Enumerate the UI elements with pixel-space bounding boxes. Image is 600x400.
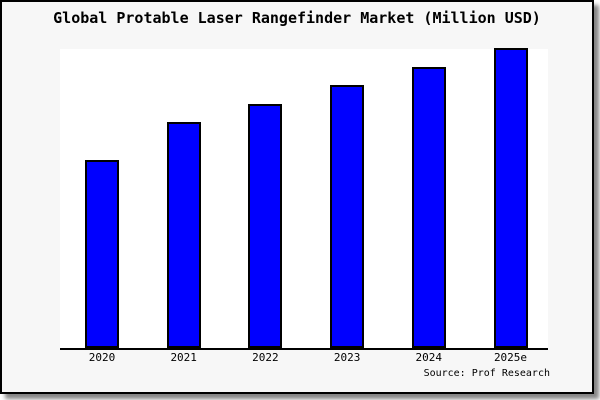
bar-2024 xyxy=(411,66,446,348)
bar-2023 xyxy=(330,85,365,348)
chart-title: Global Protable Laser Rangefinder Market… xyxy=(53,9,541,27)
source-note: Source: Prof Research xyxy=(423,368,550,379)
x-tick-label-2023: 2023 xyxy=(333,351,361,364)
x-tick-label-2025e: 2025e xyxy=(493,351,528,364)
plot-area: 2020 2021 2022 2023 2024 2025e xyxy=(60,48,548,364)
bar-2021 xyxy=(166,122,201,348)
x-tick-label-2022: 2022 xyxy=(252,351,279,364)
x-tick-label-2021: 2021 xyxy=(170,351,197,364)
x-tick-label-2024: 2024 xyxy=(415,351,443,364)
bar-2020 xyxy=(85,160,119,348)
bar-2022 xyxy=(248,104,283,348)
chart-card: Global Protable Laser Rangefinder Market… xyxy=(0,0,594,394)
bar-2025e xyxy=(493,48,528,348)
x-tick-label-2020: 2020 xyxy=(88,351,116,364)
